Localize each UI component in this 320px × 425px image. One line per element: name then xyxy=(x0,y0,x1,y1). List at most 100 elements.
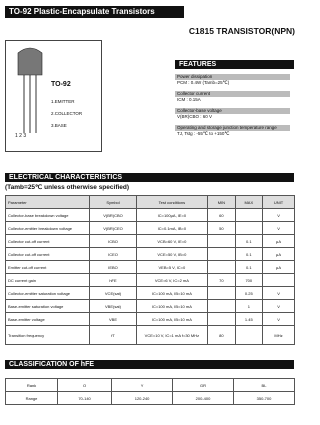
pin-numbers: 1 2 3 xyxy=(15,133,27,139)
table-cell: 50 xyxy=(207,221,236,235)
table-cell: V xyxy=(262,312,295,326)
table-cell: 80 xyxy=(207,325,236,345)
class-cell: Y xyxy=(111,378,174,392)
table-cell: 0.1 xyxy=(234,234,264,248)
package-name: TO-92 xyxy=(51,81,71,88)
electrical-subtitle: (Tamb=25℃ unless otherwise specified) xyxy=(5,184,130,191)
table-cell: V xyxy=(262,208,295,222)
transistor-icon xyxy=(17,47,43,133)
class-cell: 70-140 xyxy=(56,391,113,405)
table-cell: V xyxy=(262,286,295,300)
table-cell: 0.1 xyxy=(234,247,264,261)
table-cell: Transition frequency xyxy=(4,325,91,345)
table-row: Base-emitter voltage VBE IC=100 mA, IB=10 … xyxy=(4,312,295,326)
table-cell: IC=100μA, IE=0 xyxy=(135,208,209,222)
table-cell xyxy=(234,325,264,345)
table-cell: VBE(sat) xyxy=(89,299,137,313)
table-cell xyxy=(207,286,236,300)
feature-label: Collector current xyxy=(175,91,290,97)
table-cell xyxy=(207,260,236,274)
table-cell: V(BR)CBO xyxy=(89,208,137,222)
class-cell: Rank xyxy=(5,378,58,392)
table-cell: μA xyxy=(262,260,295,274)
table-cell: VCE(sat) xyxy=(89,286,137,300)
table-cell: DC current gain xyxy=(4,273,91,287)
table-cell: IC=100 mA, IB=10 mA xyxy=(135,286,209,300)
table-cell: VBE xyxy=(89,312,137,326)
table-cell: Base-emitter saturation voltage xyxy=(4,299,91,313)
table-cell: 1.45 xyxy=(234,312,264,326)
features-title: FEATURES xyxy=(175,60,294,69)
header-cell: MAX xyxy=(234,195,264,209)
table-row: Emitter cut-off current IEBO VEB=5 V, IC=0… xyxy=(4,260,295,274)
table-cell: VCE=50 V, IB=0 xyxy=(135,247,209,261)
class-row: Rank O Y GR BL xyxy=(5,378,295,392)
table-cell: IC=100 mA, IB=10 mA xyxy=(135,299,209,313)
table-cell: 0.25 xyxy=(234,286,264,300)
table-cell: IEBO xyxy=(89,260,137,274)
table-cell: IC=100 mA, IB=10 mA xyxy=(135,312,209,326)
table-row: Base-emitter saturation voltage VBE(sat) I… xyxy=(4,299,295,313)
class-cell: 120-240 xyxy=(111,391,174,405)
header-row: Parameter Symbol Test conditions MIN MAX UNIT xyxy=(4,195,295,209)
part-title: C1815 TRANSISTOR(NPN) xyxy=(188,26,295,36)
table-cell: 70 xyxy=(207,273,236,287)
header-cell: Test conditions xyxy=(135,195,209,209)
table-cell: Collector cut-off current xyxy=(4,247,91,261)
table-cell: Base-emitter voltage xyxy=(4,312,91,326)
package-box: 1 2 3 TO-92 1.EMITTER 2.COLLECTOR 3.BASE xyxy=(5,40,102,152)
pin: 3.BASE xyxy=(51,123,67,128)
table-cell: VEB=5 V, IC=0 xyxy=(135,260,209,274)
table-row: Collector-emitter saturation voltage VCE(… xyxy=(4,286,295,300)
table-cell: IC=0.1mA, IB=0 xyxy=(135,221,209,235)
feature-label: Operating and storage junction temperatu… xyxy=(175,125,290,131)
table-cell: V xyxy=(262,221,295,235)
table-row: Transition frequency fT VCE=10 V, IC=1 mA … xyxy=(4,325,295,345)
class-cell: BL xyxy=(233,378,295,392)
header-cell: UNIT xyxy=(262,195,295,209)
table-cell xyxy=(207,299,236,313)
banner: TO-92 Plastic-Encapsulate Transistors xyxy=(5,6,184,18)
feature-label: Collector-base voltage xyxy=(175,108,290,114)
table-row: DC current gain hFE VCE=6 V, IC=2 mA 70 700 xyxy=(4,273,295,287)
feature-value: TJ, Tstg : -55℃ to +150℃ xyxy=(177,131,230,136)
table-row: Collector-emitter breakdown voltage V(BR)… xyxy=(4,221,295,235)
table-cell xyxy=(234,208,264,222)
table-cell: VCE=6 V, IC=2 mA xyxy=(135,273,209,287)
class-row: Range 70-140 120-240 200-400 350-700 xyxy=(5,391,295,405)
table-cell: hFE xyxy=(89,273,137,287)
table-cell: Collector-emitter breakdown voltage xyxy=(4,221,91,235)
electrical-table: Parameter Symbol Test conditions MIN MAX UNIT… xyxy=(4,195,295,345)
table-cell xyxy=(234,221,264,235)
feature-label: Power dissipation xyxy=(175,74,290,80)
class-cell: O xyxy=(56,378,113,392)
table-cell: 60 xyxy=(207,208,236,222)
table-cell: Emitter cut-off current xyxy=(4,260,91,274)
table-row: Collector cut-off current ICEO VCE=50 V, I… xyxy=(4,247,295,261)
feature-value: V(BR)CBO : 60 V xyxy=(177,114,213,119)
pin: 2.COLLECTOR xyxy=(51,111,83,116)
header-cell: Symbol xyxy=(89,195,137,209)
table-cell: V xyxy=(262,299,295,313)
table-cell: μA xyxy=(262,247,295,261)
table-cell: ICBO xyxy=(89,234,137,248)
classification-table: Rank O Y GR BL Range 70-140 120-240 200-400 350-7… xyxy=(5,378,295,405)
table-cell: μA xyxy=(262,234,295,248)
page: TO-92 Plastic-Encapsulate Transistors C1… xyxy=(4,6,295,405)
table-cell xyxy=(262,273,295,287)
table-cell: 700 xyxy=(234,273,264,287)
table-cell: ICEO xyxy=(89,247,137,261)
table-cell: Collector-emitter saturation voltage xyxy=(4,286,91,300)
electrical-title: ELECTRICAL CHARACTERISTICS xyxy=(5,173,294,182)
header-cell: MIN xyxy=(207,195,236,209)
table-row: Collector-base breakdown voltage V(BR)CBO… xyxy=(4,208,295,222)
table-cell xyxy=(207,234,236,248)
table-cell: VCE=10 V, IC=1 mA f=30 MHz xyxy=(135,325,209,345)
table-cell: 0.1 xyxy=(234,260,264,274)
features: Power dissipation PCM : 0.4W (Tamb=25℃) Co… xyxy=(175,74,295,142)
class-cell: 200-400 xyxy=(172,391,234,405)
header-cell: Parameter xyxy=(4,195,91,209)
table-cell: fT xyxy=(89,325,137,345)
classification-title: CLASSIFICATION OF hFE xyxy=(5,360,294,369)
class-cell: Range xyxy=(5,391,58,405)
